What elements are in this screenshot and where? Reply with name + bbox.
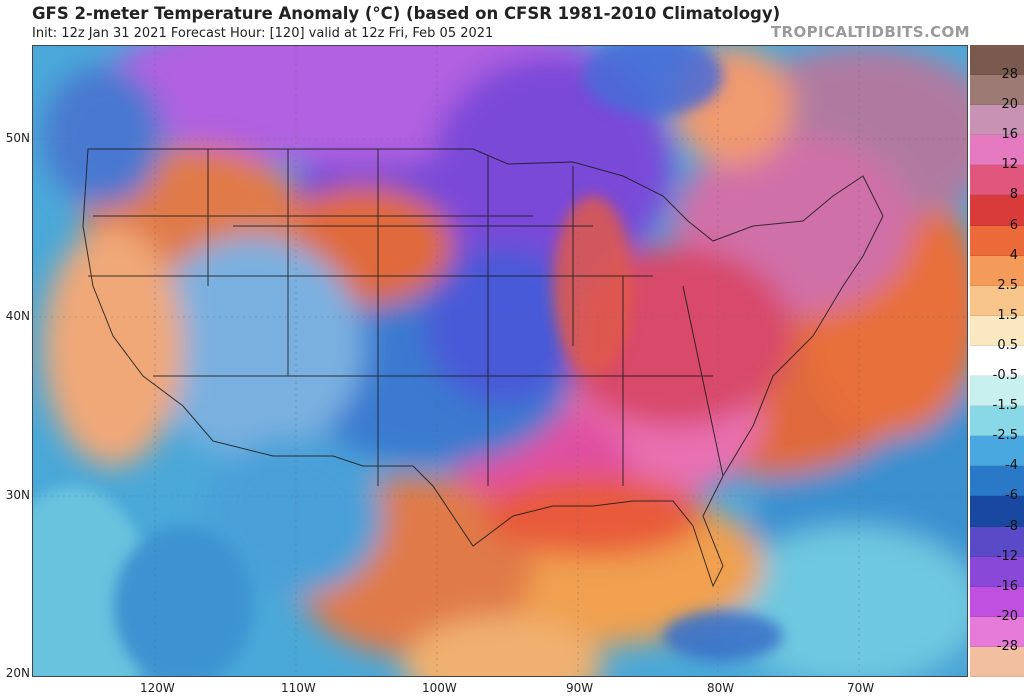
- color-scale-swatch: [970, 376, 1024, 407]
- color-scale-swatch: [970, 165, 1024, 196]
- lat-label-20n: 20N: [5, 666, 30, 680]
- color-scale-label: -4: [1005, 458, 1018, 474]
- color-scale-label: -12: [996, 548, 1018, 564]
- map-canvas: [33, 46, 967, 676]
- color-scale-label: -6: [1005, 488, 1018, 504]
- color-scale-swatch: [970, 556, 1024, 587]
- color-scale-swatch: [970, 586, 1024, 617]
- color-scale-swatch: [970, 526, 1024, 557]
- color-scale-swatch: [970, 315, 1024, 346]
- color-scale-swatch: [970, 616, 1024, 647]
- color-scale-swatch: [970, 195, 1024, 226]
- site-brand: TROPICALTIDBITS.COM: [770, 23, 970, 41]
- color-scale-label: 1.5: [997, 307, 1018, 323]
- color-scale-label: 16: [1001, 127, 1018, 143]
- lon-label-110w: 110W: [281, 681, 316, 695]
- color-scale-label: -0.5: [992, 368, 1018, 384]
- color-scale-label: -1.5: [992, 398, 1018, 414]
- lat-label-40n: 40N: [5, 309, 30, 323]
- color-scale-swatch: [970, 105, 1024, 136]
- color-scale-swatch: [970, 255, 1024, 286]
- color-scale-label: 2.5: [997, 277, 1018, 293]
- color-scale-swatch: [970, 225, 1024, 256]
- forecast-info: Init: 12z Jan 31 2021 Forecast Hour: [12…: [32, 26, 494, 41]
- color-scale-label: -28: [996, 638, 1018, 654]
- color-scale-label: -8: [1005, 518, 1018, 534]
- color-scale-swatch: [970, 345, 1024, 377]
- color-scale-label: 6: [1009, 217, 1018, 233]
- color-scale-label: 28: [1001, 67, 1018, 83]
- color-scale-swatch: [970, 496, 1024, 527]
- lat-label-30n: 30N: [5, 488, 30, 502]
- color-scale-label: -2.5: [992, 428, 1018, 444]
- color-scale-label: 4: [1009, 247, 1018, 263]
- color-scale-swatch: [970, 436, 1024, 467]
- color-scale-label: -16: [996, 578, 1018, 594]
- color-scale-swatch: [970, 135, 1024, 166]
- color-scale-label: 12: [1001, 157, 1018, 173]
- lon-label-80w: 80W: [707, 681, 735, 695]
- color-scale-swatch: [970, 406, 1024, 437]
- color-scale-legend: 28 20 16 12 8 6 4 2.5 1.5 0.5 -0.5 -1.5 -2.5 -4 -6 -8 -1…: [970, 45, 1024, 677]
- lon-label-100w: 100W: [422, 681, 457, 695]
- graticule: [33, 46, 967, 676]
- color-scale-swatch: [970, 646, 1024, 677]
- color-scale-swatch: [970, 45, 1024, 76]
- color-scale-swatch: [970, 285, 1024, 316]
- color-scale-label: -20: [996, 608, 1018, 624]
- map-title: GFS 2-meter Temperature Anomaly (°C) (ba…: [32, 4, 781, 23]
- color-scale-swatch: [970, 466, 1024, 497]
- lon-label-90w: 90W: [566, 681, 594, 695]
- anomaly-map: [32, 45, 968, 677]
- color-scale-label: 0.5: [997, 337, 1018, 353]
- color-scale-label: 20: [1001, 97, 1018, 113]
- color-scale-swatch: [970, 75, 1024, 106]
- lon-label-120w: 120W: [140, 681, 175, 695]
- lon-label-70w: 70W: [847, 681, 875, 695]
- color-scale-label: 8: [1009, 187, 1018, 203]
- lat-label-50n: 50N: [5, 131, 30, 145]
